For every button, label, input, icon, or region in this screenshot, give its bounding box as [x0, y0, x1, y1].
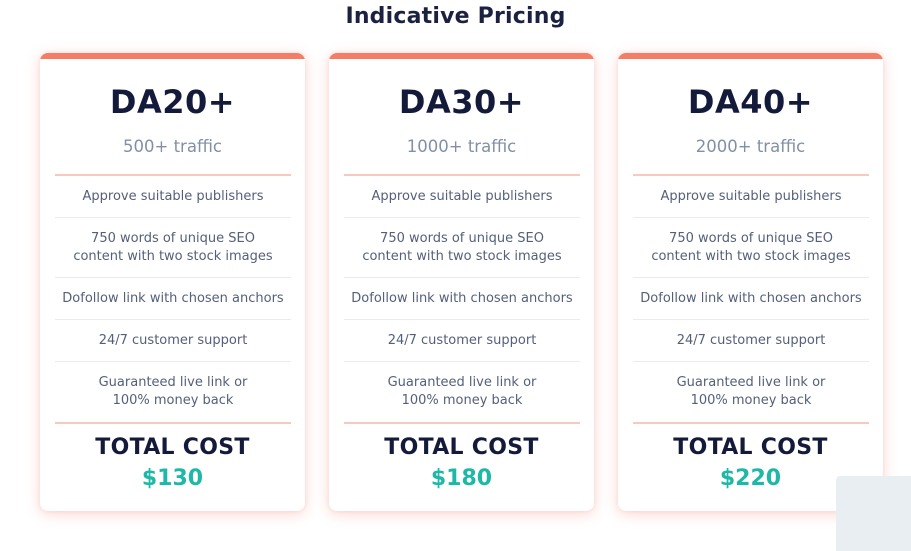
total-cost-label: TOTAL COST — [384, 435, 539, 460]
total-cost-price: $130 — [141, 466, 204, 491]
feature-item: 750 words of unique SEO content with two… — [633, 218, 869, 278]
feature-item: Dofollow link with chosen anchors — [55, 278, 291, 320]
feature-text: Dofollow link with chosen anchors — [351, 290, 573, 306]
feature-text: Approve suitable publishers — [371, 188, 553, 204]
feature-text: 750 words of unique SEO content with two… — [73, 230, 273, 264]
feature-list: Approve suitable publishers 750 words of… — [633, 174, 869, 424]
feature-item: Guaranteed live link or 100% money back — [633, 362, 869, 422]
feature-list: Approve suitable publishers 750 words of… — [55, 174, 291, 424]
feature-item: Approve suitable publishers — [55, 176, 291, 218]
feature-text: Approve suitable publishers — [82, 188, 264, 204]
feature-item: Guaranteed live link or 100% money back — [55, 362, 291, 422]
feature-text: 750 words of unique SEO content with two… — [651, 230, 851, 264]
plan-name: DA30+ — [398, 83, 525, 121]
feature-item: 24/7 customer support — [633, 320, 869, 362]
feature-text: Guaranteed live link or 100% money back — [676, 375, 826, 408]
feature-item: Dofollow link with chosen anchors — [633, 278, 869, 320]
feature-item: 24/7 customer support — [344, 320, 580, 362]
feature-item: Approve suitable publishers — [633, 176, 869, 218]
feature-text: 750 words of unique SEO content with two… — [362, 230, 562, 264]
feature-item: Dofollow link with chosen anchors — [344, 278, 580, 320]
feature-text: Guaranteed live link or 100% money back — [98, 375, 248, 408]
plan-name: DA20+ — [109, 83, 236, 121]
feature-item: 750 words of unique SEO content with two… — [55, 218, 291, 278]
card-accent-bar — [329, 53, 594, 59]
pricing-card-da40: DA40+ 2000+ traffic Approve suitable pub… — [618, 53, 883, 511]
page-title: Indicative Pricing — [345, 4, 566, 29]
feature-text: 24/7 customer support — [98, 332, 248, 348]
feature-text: Approve suitable publishers — [660, 188, 842, 204]
plan-traffic: 2000+ traffic — [695, 137, 806, 156]
feature-item: 24/7 customer support — [55, 320, 291, 362]
feature-text: Guaranteed live link or 100% money back — [387, 375, 537, 408]
card-accent-bar — [40, 53, 305, 59]
plan-name: DA40+ — [687, 83, 814, 121]
feature-item: Guaranteed live link or 100% money back — [344, 362, 580, 422]
feature-item: Approve suitable publishers — [344, 176, 580, 218]
pricing-card-da20: DA20+ 500+ traffic Approve suitable publ… — [40, 53, 305, 511]
feature-text: Dofollow link with chosen anchors — [640, 290, 862, 306]
total-cost-label: TOTAL COST — [95, 435, 250, 460]
total-cost-label: TOTAL COST — [673, 435, 828, 460]
plan-traffic: 1000+ traffic — [406, 137, 517, 156]
feature-list: Approve suitable publishers 750 words of… — [344, 174, 580, 424]
total-cost-price: $180 — [430, 466, 493, 491]
feature-text: 24/7 customer support — [676, 332, 826, 348]
card-accent-bar — [618, 53, 883, 59]
total-cost-price: $220 — [719, 466, 782, 491]
plan-traffic: 500+ traffic — [123, 137, 222, 156]
feature-item: 750 words of unique SEO content with two… — [344, 218, 580, 278]
pricing-card-da30: DA30+ 1000+ traffic Approve suitable pub… — [329, 53, 594, 511]
feature-text: Dofollow link with chosen anchors — [62, 290, 284, 306]
feature-text: 24/7 customer support — [387, 332, 537, 348]
corner-decoration — [836, 476, 911, 551]
